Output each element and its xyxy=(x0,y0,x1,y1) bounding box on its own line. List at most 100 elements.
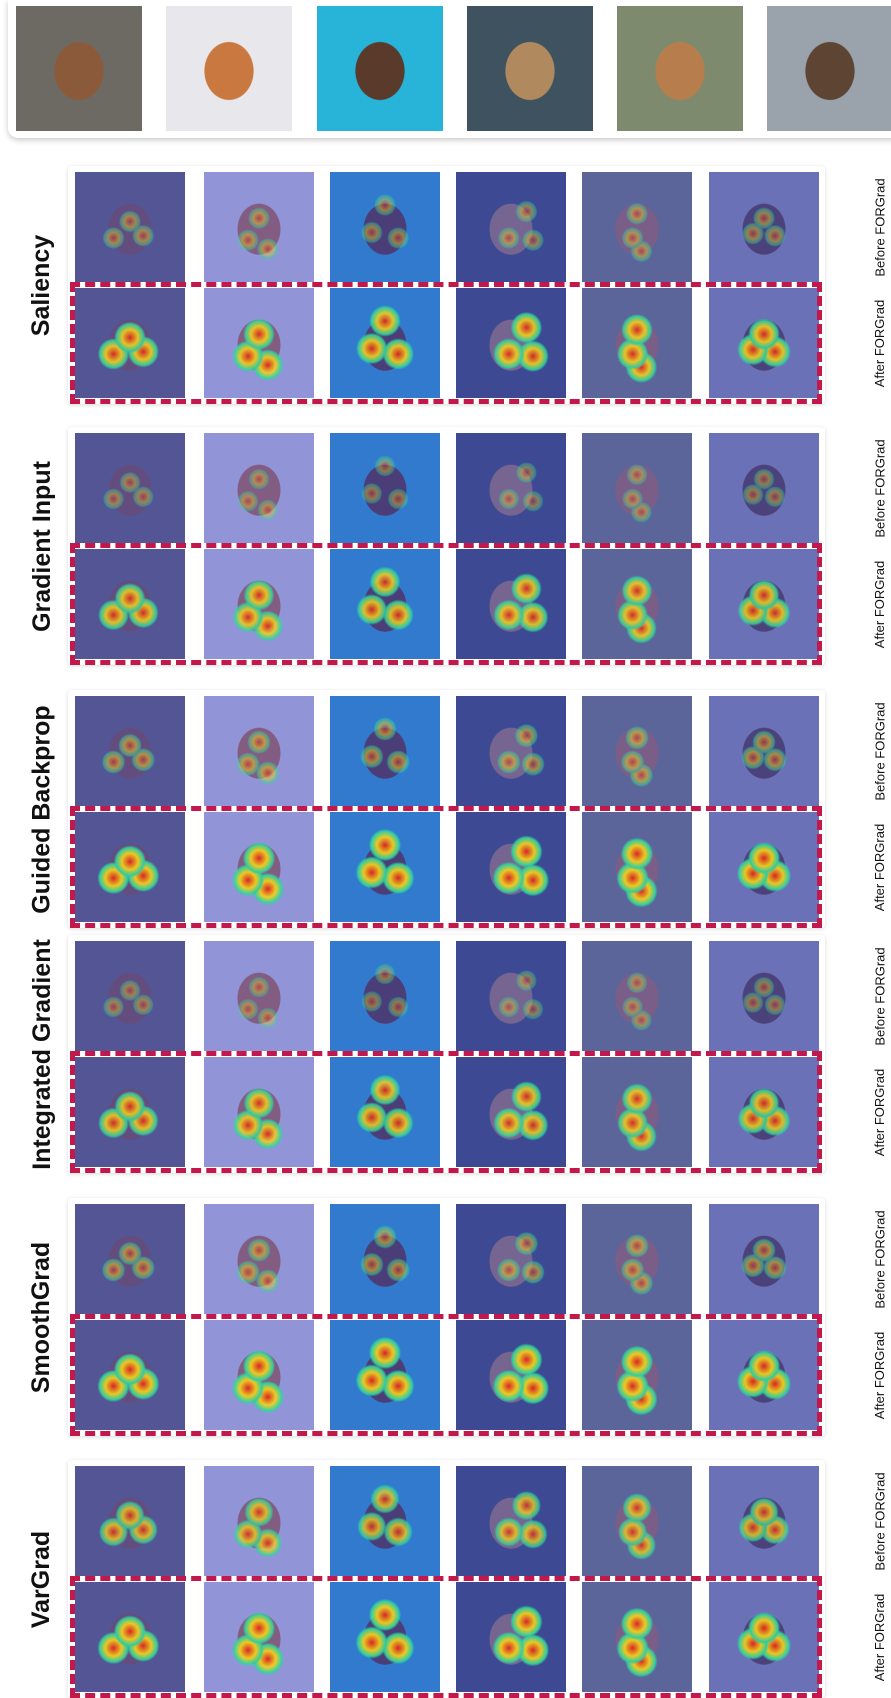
row-label-text: After FORGrad xyxy=(872,560,888,648)
heatmap-fox-standing-road xyxy=(75,696,185,806)
row-label-text: After FORGrad xyxy=(872,1593,888,1681)
heatmap-lynx xyxy=(456,1204,566,1314)
method-label-text: Guided Backprop xyxy=(27,704,56,914)
row-label-text: After FORGrad xyxy=(872,1068,888,1156)
heatmap-sea-turtle xyxy=(330,172,440,282)
row-label: Before FORGrad xyxy=(870,1204,890,1314)
heatmap-lynx xyxy=(456,941,566,1051)
heatmap-sea-turtle xyxy=(330,941,440,1051)
heatmap-fox-standing-road xyxy=(75,1057,185,1167)
method-label-text: VarGrad xyxy=(27,1530,56,1628)
method-label: SmoothGrad xyxy=(20,1204,64,1430)
heatmap-sea-turtle xyxy=(330,812,440,922)
heatmap-sea-turtle xyxy=(330,288,440,398)
method-label: Integrated Gradient xyxy=(20,938,64,1170)
row-label-text: Before FORGrad xyxy=(872,177,888,277)
row-label-text: After FORGrad xyxy=(872,299,888,387)
heatmap-sea-turtle xyxy=(330,1582,440,1692)
heatmap-cat-in-grass xyxy=(582,812,692,922)
after-forgrad-highlight-box xyxy=(70,1314,822,1436)
heatmap-cat-in-grass xyxy=(582,941,692,1051)
heatmap-fox-in-snow xyxy=(204,696,314,806)
heatmap-fox-in-snow xyxy=(204,172,314,282)
heatmap-otter-in-water xyxy=(709,1582,819,1692)
heatmap-sea-turtle xyxy=(330,696,440,806)
heatmap-fox-standing-road xyxy=(75,433,185,543)
original-image-otter-in-water xyxy=(767,6,891,131)
heatmap-fox-standing-road xyxy=(75,288,185,398)
heatmap-lynx xyxy=(456,172,566,282)
method-label-text: Saliency xyxy=(27,234,56,336)
row-label-text: Before FORGrad xyxy=(872,701,888,801)
original-image-cat-in-grass xyxy=(617,6,743,131)
heatmap-otter-in-water xyxy=(709,812,819,922)
method-label-text: Gradient Input xyxy=(27,460,56,632)
heatmap-sea-turtle xyxy=(330,433,440,543)
method-label: Guided Backprop xyxy=(20,696,64,922)
heatmap-sea-turtle xyxy=(330,1204,440,1314)
heatmap-lynx xyxy=(456,812,566,922)
row-label-text: Before FORGrad xyxy=(872,1471,888,1571)
heatmap-fox-in-snow xyxy=(204,549,314,659)
heatmap-fox-in-snow xyxy=(204,812,314,922)
heatmap-sea-turtle xyxy=(330,549,440,659)
heatmap-cat-in-grass xyxy=(582,1204,692,1314)
heatmap-sea-turtle xyxy=(330,1320,440,1430)
heatmap-fox-standing-road xyxy=(75,941,185,1051)
heatmap-otter-in-water xyxy=(709,1320,819,1430)
original-image-sea-turtle xyxy=(317,6,443,131)
method-label-text: Integrated Gradient xyxy=(27,938,56,1170)
heatmap-cat-in-grass xyxy=(582,1466,692,1576)
heatmap-fox-standing-road xyxy=(75,1466,185,1576)
heatmap-cat-in-grass xyxy=(582,549,692,659)
row-label-text: Before FORGrad xyxy=(872,1209,888,1309)
heatmap-otter-in-water xyxy=(709,1057,819,1167)
heatmap-lynx xyxy=(456,696,566,806)
heatmap-cat-in-grass xyxy=(582,1057,692,1167)
heatmap-cat-in-grass xyxy=(582,288,692,398)
photo-sea-turtle xyxy=(317,6,443,131)
after-forgrad-highlight-box xyxy=(70,1051,822,1173)
heatmap-lynx xyxy=(456,1582,566,1692)
heatmap-cat-in-grass xyxy=(582,433,692,543)
heatmap-otter-in-water xyxy=(709,1204,819,1314)
heatmap-fox-in-snow xyxy=(204,1582,314,1692)
heatmap-lynx xyxy=(456,433,566,543)
heatmap-fox-standing-road xyxy=(75,1320,185,1430)
after-forgrad-highlight-box xyxy=(70,806,822,928)
heatmap-cat-in-grass xyxy=(582,172,692,282)
row-label: After FORGrad xyxy=(870,1582,890,1692)
heatmap-fox-in-snow xyxy=(204,288,314,398)
heatmap-fox-standing-road xyxy=(75,172,185,282)
heatmap-otter-in-water xyxy=(709,288,819,398)
row-label-text: After FORGrad xyxy=(872,823,888,911)
row-label: After FORGrad xyxy=(870,812,890,922)
heatmap-otter-in-water xyxy=(709,549,819,659)
heatmap-fox-standing-road xyxy=(75,1204,185,1314)
row-label: After FORGrad xyxy=(870,1057,890,1167)
photo-fox-in-snow xyxy=(166,6,292,131)
row-label: After FORGrad xyxy=(870,549,890,659)
heatmap-otter-in-water xyxy=(709,941,819,1051)
after-forgrad-highlight-box xyxy=(70,282,822,404)
heatmap-fox-in-snow xyxy=(204,1320,314,1430)
heatmap-otter-in-water xyxy=(709,1466,819,1576)
after-forgrad-highlight-box xyxy=(70,1576,822,1698)
heatmap-lynx xyxy=(456,1057,566,1167)
method-label: Gradient Input xyxy=(20,433,64,659)
heatmap-fox-in-snow xyxy=(204,433,314,543)
row-label: After FORGrad xyxy=(870,1320,890,1430)
original-images-strip xyxy=(8,0,891,138)
row-label-text: Before FORGrad xyxy=(872,438,888,538)
method-label: VarGrad xyxy=(20,1466,64,1692)
row-label: Before FORGrad xyxy=(870,941,890,1051)
photo-otter-in-water xyxy=(767,6,891,131)
heatmap-fox-in-snow xyxy=(204,1466,314,1576)
row-label: After FORGrad xyxy=(870,288,890,398)
heatmap-lynx xyxy=(456,1320,566,1430)
row-label: Before FORGrad xyxy=(870,696,890,806)
row-label-text: Before FORGrad xyxy=(872,946,888,1046)
method-label-text: SmoothGrad xyxy=(27,1241,56,1393)
heatmap-cat-in-grass xyxy=(582,1320,692,1430)
original-image-fox-standing-road xyxy=(16,6,142,131)
